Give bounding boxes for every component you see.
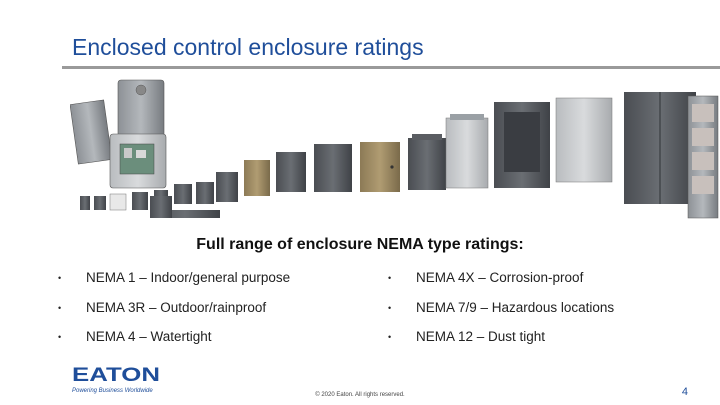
bullet-text: NEMA 12 – Dust tight [416,329,546,344]
slide-subtitle: Full range of enclosure NEMA type rating… [196,236,524,253]
bullet-glyph: • [58,332,62,343]
bullet-glyph: • [58,303,62,314]
list-item: • NEMA 1 – Indoor/general purpose [58,270,290,285]
logo-tagline: Powering Business Worldwide [72,388,153,394]
bullet-glyph: • [58,273,62,284]
bullet-text: NEMA 7/9 – Hazardous locations [416,300,615,315]
bullet-text: NEMA 4X – Corrosion-proof [416,270,584,285]
bullet-glyph: • [388,273,392,284]
bullet-glyph: • [388,303,392,314]
hazardous-enclosure-group [70,79,167,189]
list-item: • NEMA 12 – Dust tight [388,329,545,344]
page-title: Enclosed control enclosure ratings [72,34,424,60]
logo-wordmark: EATON [72,365,160,386]
list-item: • NEMA 4 – Watertight [58,329,212,344]
list-item: • NEMA 4X – Corrosion-proof [388,270,583,285]
list-item: • NEMA 7/9 – Hazardous locations [388,300,614,315]
wall-mount-enclosure-group [216,114,489,202]
bullet-text: NEMA 1 – Indoor/general purpose [86,270,291,285]
bullet-glyph: • [388,332,392,343]
eaton-logo: EATON Powering Business Worldwide [72,365,160,394]
title-divider [62,66,720,69]
copyright-notice: © 2020 Eaton. All rights reserved. [315,392,405,398]
floor-standing-enclosure-group [494,92,719,219]
small-enclosure-group [80,182,220,218]
list-item: • NEMA 3R – Outdoor/rainproof [58,300,266,315]
bullet-text: NEMA 3R – Outdoor/rainproof [86,300,267,315]
bullet-text: NEMA 4 – Watertight [86,329,212,344]
page-number: 4 [681,386,688,398]
enclosure-product-image [70,79,719,219]
